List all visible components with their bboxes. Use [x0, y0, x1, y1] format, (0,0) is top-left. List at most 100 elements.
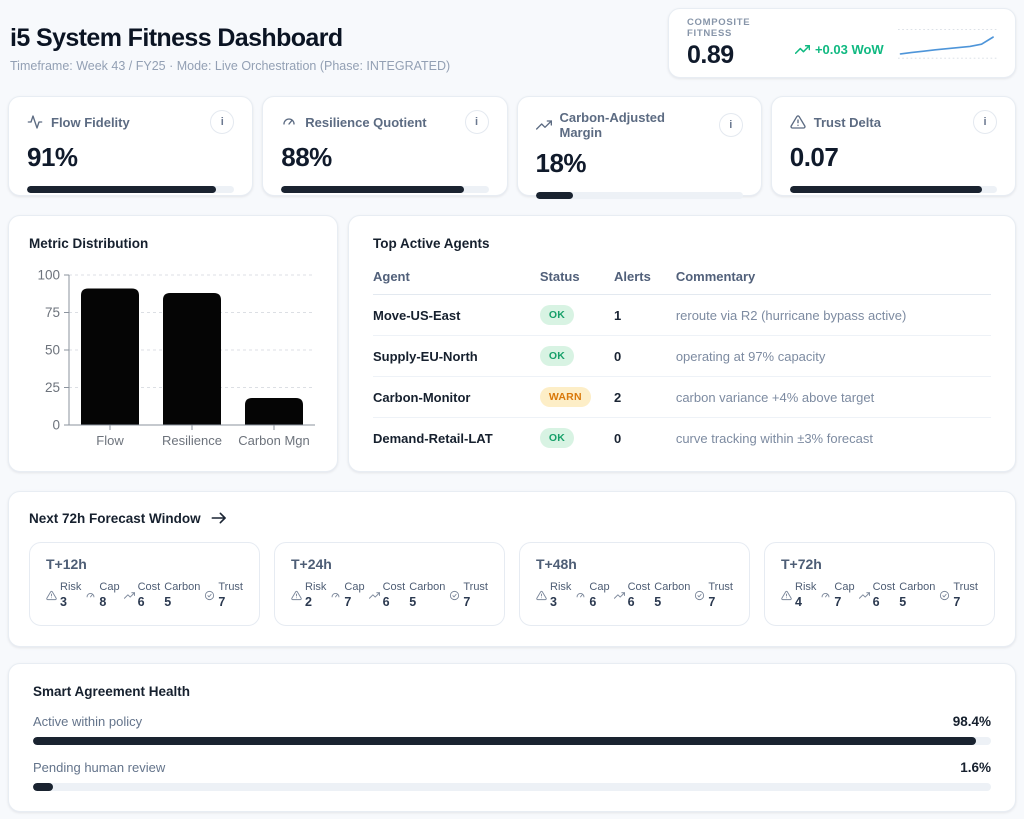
svg-text:75: 75 [45, 305, 60, 320]
column-header-status: Status [539, 263, 615, 295]
smart-agreement-health-card: Smart Agreement Health Active within pol… [8, 662, 1016, 812]
forecast-stat-text: Risk 3 [60, 581, 81, 610]
kpi-card-carbon-adjusted-margin: Carbon-Adjusted Margin i 18% [516, 96, 762, 199]
forecast-stat-name: Trust [463, 581, 488, 593]
kpi-label: Carbon-Adjusted Margin [559, 110, 665, 140]
kpi-card-flow-fidelity: Flow Fidelity i 91% [8, 96, 254, 196]
forecast-stat-cap: Cap 7 [820, 581, 855, 610]
alert-triangle-icon [781, 590, 792, 601]
agents-table-header-row: Agent Status Alerts Commentary [373, 263, 991, 295]
page-title: i5 System Fitness Dashboard [10, 24, 343, 52]
status-badge: WARN [539, 387, 591, 407]
agent-alerts: 0 [614, 430, 622, 446]
forecast-stat-cap: Cap 6 [575, 581, 610, 610]
forecast-stat-risk: Risk 3 [46, 581, 81, 610]
gauge-icon [281, 114, 297, 130]
forecast-stat-trust: Trust 7 [449, 581, 488, 610]
gauge-icon [575, 590, 586, 601]
forecast-stat-value: 7 [218, 594, 226, 609]
middle-row: Metric Distribution 0 25 50 75 100 Flow Resili… [8, 215, 1016, 472]
metric-distribution-bar-chart: 0 25 50 75 100 Flow Resilience Carbon Mgn [37, 268, 315, 448]
activity-icon [27, 114, 43, 130]
svg-text:100: 100 [37, 268, 60, 283]
forecast-stat-value: 7 [708, 594, 716, 609]
forecast-stat-text: Cap 7 [344, 581, 364, 610]
trending-up-icon [613, 590, 625, 601]
agent-commentary: curve tracking within ±3% forecast [675, 430, 873, 446]
forecast-card-label: T+72h [781, 556, 822, 572]
info-button[interactable]: i [464, 110, 489, 134]
forecast-card-label: T+48h [536, 556, 577, 572]
forecast-stat-text: Trust 7 [218, 581, 243, 610]
forecast-stat-name: Risk [60, 581, 82, 593]
forecast-stat-text: Trust 7 [463, 581, 488, 610]
agreement-progress-track [33, 736, 991, 745]
forecast-stat-name: Cap [344, 581, 365, 593]
forecast-stats: Risk 2 Cap 7 Cost 6 Carbon 5 Trust 7 [291, 581, 488, 610]
forecast-stat-name: Cost [627, 581, 651, 593]
forecast-stat-value: 5 [654, 594, 662, 609]
composite-trend: +0.03 WoW [794, 42, 884, 57]
trending-up-icon [123, 590, 135, 601]
forecast-stat-carbon: Carbon 5 [654, 581, 690, 610]
kpi-progress-track [281, 186, 489, 193]
forecast-stat-cost: Cost 6 [858, 581, 895, 610]
gauge-icon [820, 590, 831, 601]
forecast-stat-cost: Cost 6 [123, 581, 161, 610]
agent-row: Move-US-East OK 1 reroute via R2 (hurricane… [373, 294, 991, 336]
forecast-stat-trust: Trust 7 [204, 581, 243, 610]
forecast-stat-value: 7 [463, 594, 471, 609]
info-button[interactable]: i [718, 113, 743, 137]
forecast-stat-name: Cost [137, 581, 161, 593]
agent-name: Supply-EU-North [373, 335, 540, 377]
kpi-progress-fill [281, 186, 464, 193]
info-button[interactable]: i [973, 110, 997, 134]
status-badge: OK [539, 428, 575, 448]
header: i5 System Fitness Dashboard Timeframe: W… [8, 8, 1016, 78]
forecast-stat-name: Trust [218, 581, 243, 593]
agent-status-cell: WARN [539, 376, 615, 418]
forecast-card-t72h: T+72h Risk 4 Cap 7 Cost 6 Carbon 5 Trust 7 [764, 542, 995, 626]
agents-table: Agent Status Alerts Commentary Move-US-E… [373, 263, 991, 458]
info-button[interactable]: i [210, 110, 235, 134]
check-circle-icon [204, 590, 215, 601]
forecast-stat-text: Cost 6 [628, 581, 651, 610]
forecast-stat-value: 7 [344, 594, 352, 609]
agreement-row-active: Active within policy 98.4% [33, 714, 991, 745]
composite-sparkline [897, 29, 997, 59]
agreement-value: 1.6% [960, 759, 991, 775]
svg-text:Flow: Flow [96, 433, 124, 448]
agreement-progress-fill [33, 782, 53, 791]
svg-text:25: 25 [45, 380, 60, 395]
forecast-stat-text: Risk 2 [305, 581, 326, 610]
gauge-icon [85, 590, 96, 601]
forecast-stats: Risk 3 Cap 6 Cost 6 Carbon 5 Trust 7 [536, 581, 733, 610]
forecast-stat-name: Risk [550, 581, 572, 593]
column-header-agent: Agent [373, 263, 540, 295]
forecast-stat-name: Trust [708, 581, 733, 593]
agreement-label: Pending human review [33, 759, 166, 775]
metric-distribution-title: Metric Distribution [29, 236, 149, 251]
forecast-stat-risk: Risk 3 [536, 581, 571, 610]
kpi-progress-fill [789, 186, 983, 193]
forecast-stat-value: 2 [305, 594, 312, 609]
forecast-stat-trust: Trust 7 [939, 581, 978, 610]
kpi-value: 0.07 [789, 142, 839, 172]
forecast-stat-value: 6 [137, 594, 145, 609]
forecast-stat-value: 4 [795, 594, 802, 609]
trending-up-icon [535, 117, 552, 133]
forecast-stat-text: Cost 6 [138, 581, 161, 610]
page-subtitle: Timeframe: Week 43 / FY25 · Mode: Live O… [10, 59, 451, 73]
kpi-label: Trust Delta [813, 114, 881, 130]
arrow-right-icon[interactable] [211, 510, 227, 526]
kpi-progress-track [27, 186, 235, 193]
forecast-stat-name: Cap [99, 581, 120, 593]
alert-triangle-icon [790, 114, 806, 130]
forecast-stat-value: 7 [953, 594, 961, 609]
forecast-stat-text: Carbon 5 [164, 581, 200, 610]
agent-commentary: reroute via R2 (hurricane bypass active) [675, 294, 991, 336]
forecast-card-t24h: T+24h Risk 2 Cap 7 Cost 6 Carbon 5 Trust 7 [274, 542, 505, 626]
agent-commentary: carbon variance +4% above target [675, 376, 991, 418]
kpi-value: 88% [281, 142, 332, 172]
forecast-stat-cost: Cost 6 [368, 581, 405, 610]
